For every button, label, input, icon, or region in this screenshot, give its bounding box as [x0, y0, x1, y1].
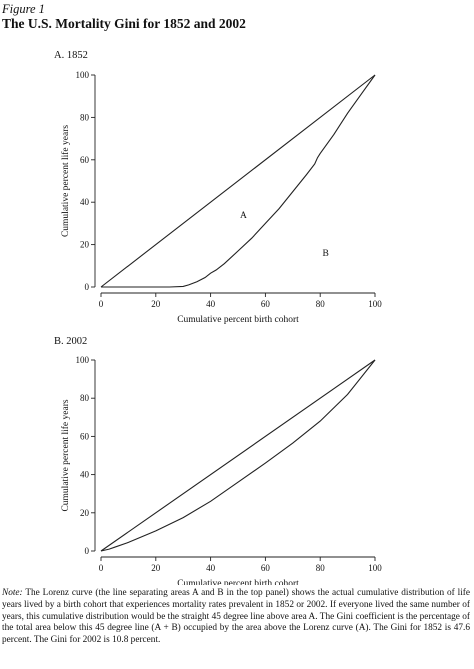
panel-b-x-tick-label: 80: [316, 563, 326, 573]
panel-a-y-tick-label: 60: [80, 155, 90, 165]
figure-title: The U.S. Mortality Gini for 1852 and 200…: [2, 16, 246, 31]
panel-b-y-tick-label: 100: [76, 355, 90, 365]
panel-b-y-tick-label: 40: [80, 470, 90, 480]
panel-a-lorenz-curve: [101, 74, 376, 288]
panel-b-x-tick-label: 40: [206, 563, 216, 573]
panel-a-area-label-b: B: [323, 249, 329, 259]
panel-a-x-tick-label: 20: [151, 299, 161, 309]
panel-b-y-tick-label: 0: [85, 546, 90, 556]
panel-b-x-tick-label: 60: [261, 563, 271, 573]
panel-a-label: A. 1852: [54, 50, 88, 61]
panel-a-y-tick-label: 20: [80, 240, 90, 250]
panel-b-y-axis-title: Cumulative percent life years: [60, 399, 71, 511]
note-label: Note:: [2, 588, 23, 598]
panel-b-x-tick-label: 20: [151, 563, 161, 573]
figure-label: Figure 1: [2, 2, 45, 16]
panel-a-x-axis-title: Cumulative percent birth cohort: [177, 315, 299, 325]
panel-a-y-tick-label: 0: [85, 282, 90, 292]
panel-a-area-label-a: A: [240, 211, 247, 221]
panel-a-y-tick-label: 100: [76, 70, 90, 80]
panel-b-y-tick-label: 20: [80, 508, 90, 518]
panel-b-x-axis-title: Cumulative percent birth cohort: [177, 579, 299, 585]
chart-panel-a: 0 20 40 60 80 100 0 20 40 60 80 100 Cumulative perce…: [60, 70, 382, 325]
panel-b-x-tick-label: 100: [368, 563, 382, 573]
panel-a-equality-line: [100, 74, 376, 288]
panel-a-x-tick-label: 60: [261, 299, 271, 309]
chart-panel-b: 0 20 40 60 80 100 0 20 40 60 80 100 Cumulative perce…: [60, 355, 382, 585]
panel-b-x-tick-label: 0: [99, 563, 104, 573]
panel-a-y-tick-label: 40: [80, 197, 90, 207]
panel-a-x-tick-label: 0: [99, 299, 104, 309]
panel-b-y-tick-label: 60: [80, 431, 90, 441]
figure-note: Note: The Lorenz curve (the line separat…: [2, 588, 470, 647]
panel-a-x-tick-label: 40: [206, 299, 216, 309]
panel-b-y-tick-label: 80: [80, 393, 90, 403]
panel-b-lorenz-curve: [100, 359, 376, 552]
note-text: The Lorenz curve (the line separating ar…: [2, 588, 470, 646]
panel-b-label: B. 2002: [54, 336, 88, 347]
panel-a-y-tick-label: 80: [80, 112, 90, 122]
panel-a-x-tick-label: 100: [368, 299, 382, 309]
panel-b-equality-line: [100, 359, 376, 552]
panel-a-y-axis-title: Cumulative percent life years: [60, 125, 71, 237]
panel-a-x-tick-label: 80: [316, 299, 326, 309]
